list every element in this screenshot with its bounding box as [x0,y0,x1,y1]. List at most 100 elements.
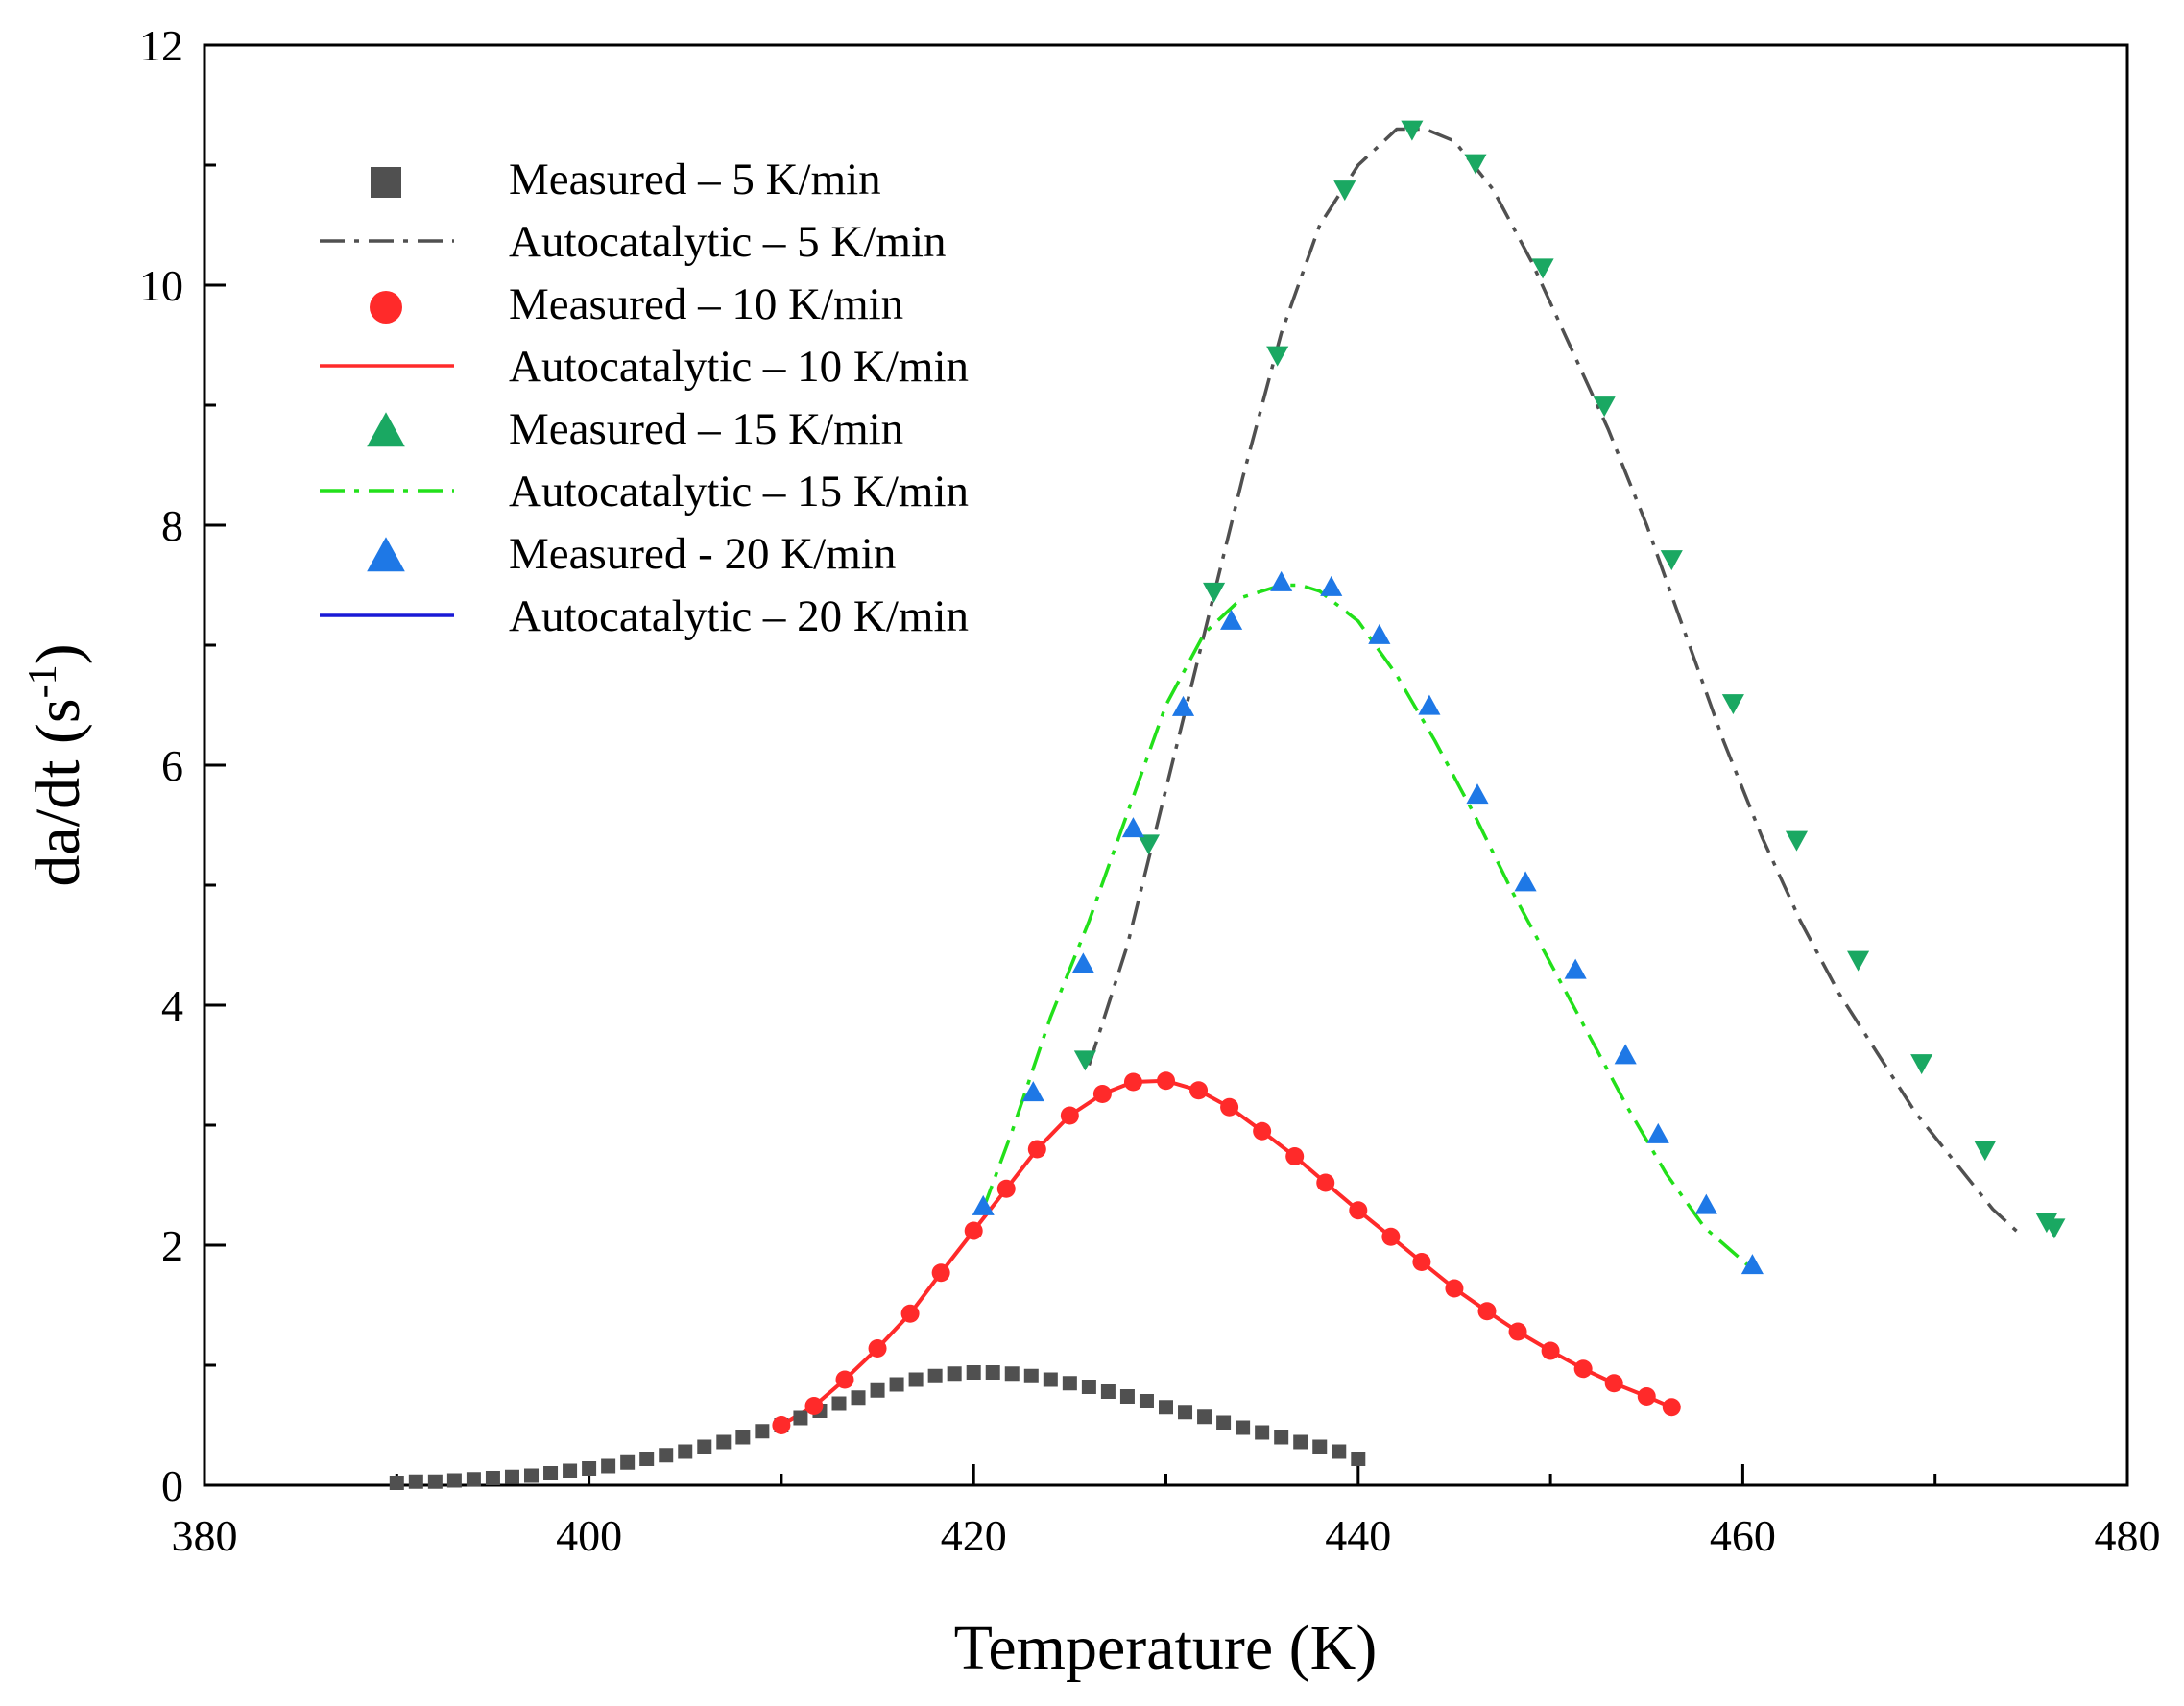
data-point-6 [1320,576,1342,596]
data-point-0 [1293,1435,1308,1450]
axis-ticks [204,45,2127,1485]
data-point-4 [1786,831,1808,852]
data-point-6 [972,1195,995,1215]
data-point-0 [447,1474,462,1488]
data-point-2 [1124,1073,1142,1092]
plot-frame [204,45,2127,1485]
data-point-0 [871,1383,885,1398]
x-tick-label: 440 [1325,1511,1391,1560]
data-point-0 [1197,1409,1212,1424]
data-point-2 [804,1397,823,1415]
data-point-2 [1574,1359,1593,1378]
data-point-0 [735,1430,750,1445]
data-point-0 [716,1435,731,1450]
data-point-0 [1351,1452,1365,1466]
data-point-0 [793,1411,807,1426]
y-tick-label: 10 [139,261,183,310]
data-point-0 [1120,1389,1135,1404]
data-point-0 [428,1475,443,1489]
data-point-2 [835,1371,853,1389]
data-point-4 [1661,550,1683,570]
data-point-2 [965,1222,983,1240]
data-point-6 [1022,1081,1044,1101]
data-point-2 [1445,1280,1463,1298]
data-point-2 [1638,1387,1656,1406]
data-point-0 [1005,1366,1020,1381]
data-point-0 [909,1373,924,1387]
data-point-0 [620,1455,635,1470]
y-tick-label: 4 [161,981,183,1030]
data-point-0 [1255,1426,1269,1440]
data-point-4 [1138,834,1160,854]
data-point-6 [1368,624,1390,644]
data-point-4 [1074,1050,1096,1070]
legend-marker [367,412,405,446]
x-tick-label: 380 [172,1511,238,1560]
legend-label: Autocatalytic – 20 K/min [509,591,969,641]
data-point-0 [582,1461,596,1476]
data-point-0 [1159,1400,1173,1414]
y-axis-title-end: ) [23,643,93,664]
legend-marker [367,537,405,571]
data-point-0 [524,1469,539,1483]
data-point-0 [852,1390,866,1405]
data-point-0 [601,1459,615,1474]
data-point-6 [1270,571,1292,591]
data-point-2 [1663,1398,1681,1416]
data-point-0 [1024,1369,1039,1383]
series-line-1 [1089,130,2021,1237]
x-tick-label: 420 [941,1511,1007,1560]
y-axis-title-sup: -1 [21,664,65,698]
axis-tick-labels: 380 400 420 440 460 480 0 2 4 6 8 10 12 [139,21,2161,1560]
y-tick-label: 0 [161,1461,183,1510]
data-point-6 [1220,610,1242,630]
data-point-2 [932,1263,950,1282]
data-point-0 [967,1365,981,1380]
data-point-0 [697,1440,711,1454]
data-point-2 [1189,1081,1208,1099]
data-point-6 [1695,1194,1717,1214]
data-point-6 [1647,1123,1669,1143]
legend-label: Measured – 15 K/min [509,404,903,454]
y-tick-label: 2 [161,1221,183,1270]
data-point-0 [1236,1421,1250,1435]
data-point-2 [1509,1323,1527,1341]
data-point-0 [390,1476,404,1490]
data-point-4 [1974,1141,1996,1161]
data-point-4 [1266,347,1288,367]
legend-label: Autocatalytic – 10 K/min [509,342,969,392]
chart: 380 400 420 440 460 480024681012 Temperature … [0,0,2184,1706]
data-point-4 [1464,155,1486,175]
data-point-0 [755,1424,769,1438]
data-point-6 [1466,783,1488,804]
data-point-0 [659,1448,673,1462]
x-axis-title: Temperature (K) [954,1613,1378,1683]
data-point-0 [928,1369,943,1383]
x-tick-label: 460 [1710,1511,1776,1560]
data-point-6 [1515,871,1537,891]
data-point-0 [486,1471,500,1485]
data-point-6 [1615,1044,1637,1064]
data-point-2 [1285,1147,1304,1165]
data-point-2 [997,1180,1016,1198]
data-point-0 [831,1397,846,1411]
data-point-6 [1172,696,1194,716]
data-point-0 [986,1365,1000,1380]
y-axis-title: da/dt (s-1) [21,643,93,886]
data-point-4 [1532,258,1554,278]
data-point-0 [543,1466,558,1480]
legend-label: Autocatalytic – 5 K/min [509,217,947,267]
data-point-2 [1412,1253,1430,1271]
data-point-0 [409,1475,423,1489]
data-point-0 [1063,1376,1077,1390]
data-point-0 [1274,1430,1288,1445]
data-point-0 [1332,1445,1346,1459]
x-tick-label: 400 [556,1511,622,1560]
data-point-2 [1061,1107,1079,1125]
legend-label: Measured – 10 K/min [509,279,903,329]
legend-marker [371,167,401,198]
data-point-2 [1253,1122,1271,1141]
legend-marker [370,291,402,324]
data-point-2 [869,1339,887,1358]
data-point-0 [467,1472,481,1486]
